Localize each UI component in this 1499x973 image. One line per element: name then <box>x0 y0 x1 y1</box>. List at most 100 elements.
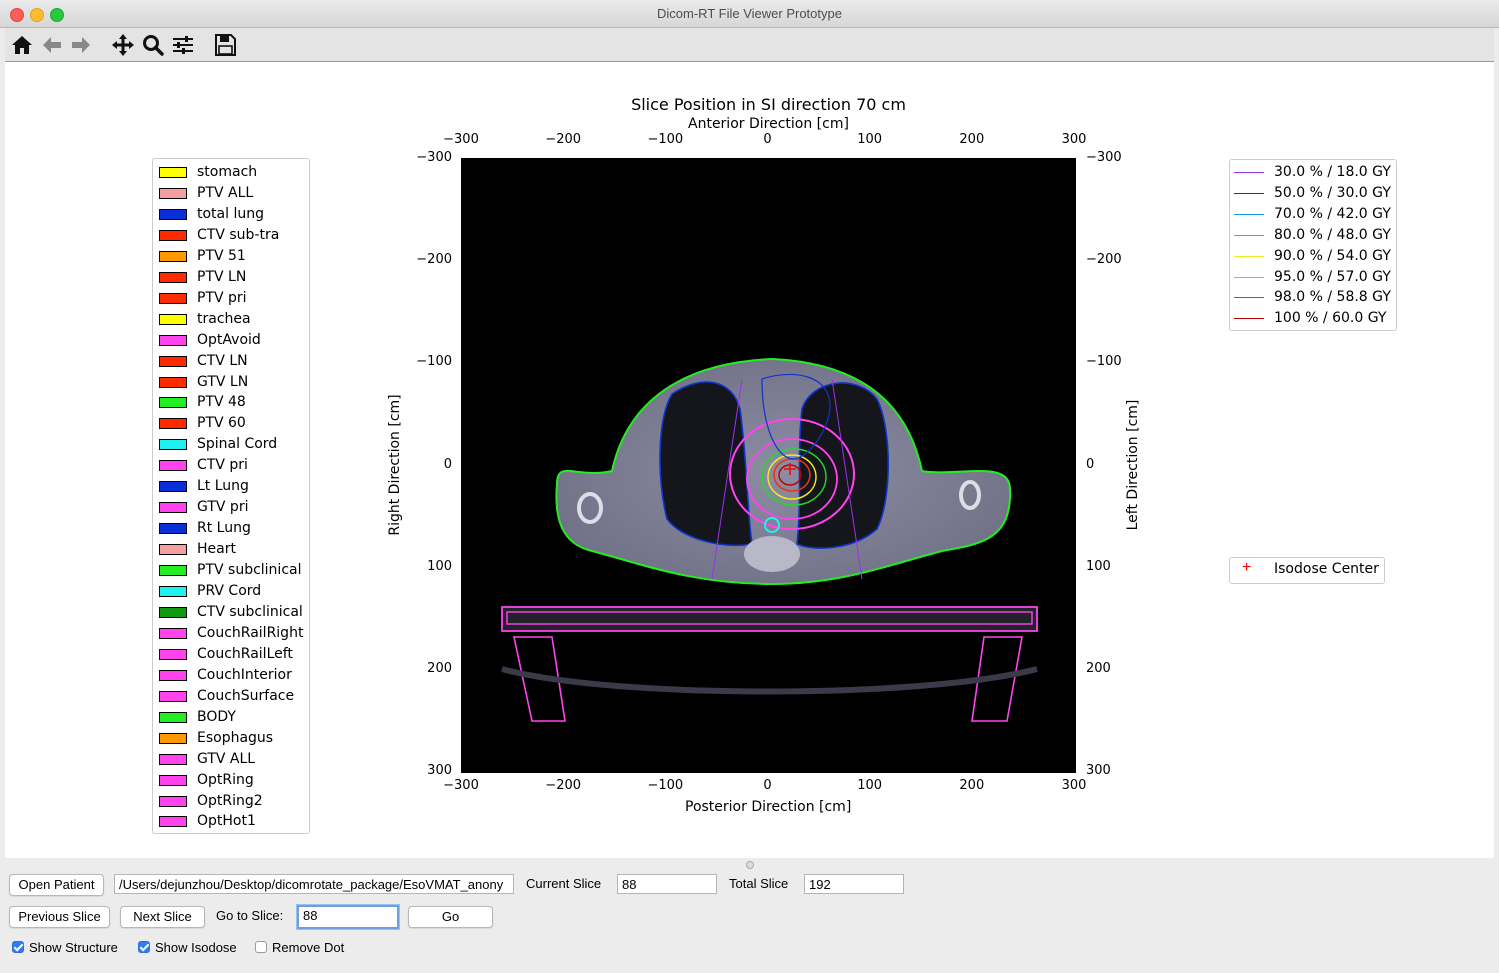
configure-subplots-icon[interactable] <box>171 34 195 56</box>
structure-color-swatch <box>159 606 187 618</box>
x-tick-label-top: −200 <box>545 132 582 147</box>
isodose-legend-label: 70.0 % / 42.0 GY <box>1274 205 1391 222</box>
close-window-button[interactable] <box>10 8 24 22</box>
plot-title: Slice Position in SI direction 70 cm <box>631 95 906 114</box>
total-slice-field[interactable]: 192 <box>804 874 904 894</box>
structure-legend-item: PRV Cord <box>153 582 309 603</box>
y-tick-label-right: −200 <box>1086 252 1122 268</box>
remove-dot-checkbox[interactable] <box>255 941 267 953</box>
y-tick-label-left: −200 <box>416 252 452 268</box>
remove-dot-label: Remove Dot <box>272 940 345 955</box>
structure-legend-item: GTV pri <box>153 498 309 519</box>
left-axis-label: Right Direction [cm] <box>387 394 403 536</box>
isodose-line-swatch <box>1234 297 1264 299</box>
forward-arrow-icon[interactable] <box>69 34 93 56</box>
x-tick-label-top: 300 <box>1061 132 1087 147</box>
structure-color-swatch <box>159 229 187 241</box>
x-tick-label-top: 0 <box>763 132 772 147</box>
pan-icon[interactable] <box>111 34 135 56</box>
structure-color-swatch <box>159 292 187 304</box>
y-tick-label-right: 300 <box>1086 763 1111 778</box>
x-tick-label-bottom: 0 <box>763 778 772 793</box>
y-tick-label-right: 0 <box>1086 456 1095 472</box>
y-tick-label-left: 0 <box>443 456 452 472</box>
current-slice-field[interactable]: 88 <box>617 874 717 894</box>
structure-legend-label: CTV subclinical <box>197 603 303 620</box>
ct-slice-plot[interactable] <box>461 158 1076 773</box>
structure-color-swatch <box>159 816 187 828</box>
isodose-legend-item: 95.0 % / 57.0 GY <box>1230 268 1396 289</box>
x-tick-label-bottom: 300 <box>1061 778 1087 793</box>
patient-path-field[interactable]: /Users/dejunzhou/Desktop/dicomrotate_pac… <box>114 874 514 894</box>
total-slice-label: Total Slice <box>729 876 789 891</box>
structure-color-swatch <box>159 690 187 702</box>
isodose-legend-item: 90.0 % / 54.0 GY <box>1230 247 1396 268</box>
structure-color-swatch <box>159 481 187 493</box>
structure-legend-item: trachea <box>153 310 309 331</box>
show-isodose-label: Show Isodose <box>155 940 237 955</box>
splitter-handle[interactable] <box>746 861 754 869</box>
structure-legend-item: PTV 51 <box>153 247 309 268</box>
bottom-axis-label: Posterior Direction [cm] <box>685 799 852 815</box>
structure-legend-label: CouchSurface <box>197 687 295 704</box>
ct-image <box>501 357 1038 722</box>
structure-color-swatch <box>159 376 187 388</box>
structure-legend-item: PTV pri <box>153 289 309 310</box>
open-patient-button[interactable]: Open Patient <box>9 874 104 896</box>
structure-color-swatch <box>159 711 187 723</box>
structure-color-swatch <box>159 460 187 472</box>
structure-legend-label: Heart <box>197 541 236 558</box>
structure-legend-item: OptRing2 <box>153 792 309 813</box>
y-tick-label-right: −300 <box>1086 150 1122 165</box>
isodose-center-marker: + <box>1242 559 1252 576</box>
isodose-line-swatch <box>1234 318 1264 320</box>
structure-color-swatch <box>159 187 187 199</box>
isodose-legend-item: 30.0 % / 18.0 GY <box>1230 163 1396 184</box>
y-tick-label-left: 200 <box>427 660 452 676</box>
structure-legend-label: OptRing <box>197 771 254 788</box>
structure-color-swatch <box>159 355 187 367</box>
show-structure-checkbox[interactable] <box>12 941 24 953</box>
structure-legend-item: PTV 48 <box>153 393 309 414</box>
structure-color-swatch <box>159 167 187 178</box>
structure-legend-item: PTV 60 <box>153 414 309 435</box>
isodose-legend-item: 98.0 % / 58.8 GY <box>1230 288 1396 309</box>
current-slice-label: Current Slice <box>526 876 602 891</box>
save-icon[interactable] <box>213 34 237 56</box>
right-axis-label: Left Direction [cm] <box>1125 399 1141 531</box>
structure-color-swatch <box>159 732 187 744</box>
y-tick-label-left: 300 <box>427 763 452 778</box>
figure-canvas[interactable]: Slice Position in SI direction 70 cm Ant… <box>5 62 1494 858</box>
isodose-legend-label: 95.0 % / 57.0 GY <box>1274 268 1391 285</box>
structure-legend-item: PTV subclinical <box>153 561 309 582</box>
home-icon[interactable] <box>10 34 34 56</box>
structure-legend-label: PTV 60 <box>197 415 246 432</box>
maximize-window-button[interactable] <box>50 8 64 22</box>
previous-slice-button[interactable]: Previous Slice <box>9 906 110 928</box>
structure-legend-item: CTV sub-tra <box>153 226 309 247</box>
next-slice-button[interactable]: Next Slice <box>120 906 205 928</box>
structure-legend-label: PTV 51 <box>197 247 246 264</box>
structure-legend-label: Rt Lung <box>197 520 251 537</box>
structure-legend-label: OptAvoid <box>197 331 261 348</box>
zoom-icon[interactable] <box>141 34 165 56</box>
isodose-line-swatch <box>1234 172 1264 173</box>
y-tick-label-right: 200 <box>1086 660 1111 676</box>
structure-color-swatch <box>159 439 187 451</box>
goto-slice-input[interactable]: 88 <box>297 905 399 929</box>
back-arrow-icon[interactable] <box>40 34 64 56</box>
minimize-window-button[interactable] <box>30 8 44 22</box>
structure-legend-item: Rt Lung <box>153 519 309 540</box>
structure-legend-label: Esophagus <box>197 729 274 746</box>
show-isodose-checkbox[interactable] <box>138 941 150 953</box>
show-structure-label: Show Structure <box>29 940 118 955</box>
structure-legend-item: PTV ALL <box>153 184 309 205</box>
go-button[interactable]: Go <box>408 906 493 928</box>
isodose-legend: 30.0 % / 18.0 GY 50.0 % / 30.0 GY 70.0 % /… <box>1229 159 1397 331</box>
isodose-center-legend: + Isodose Center <box>1229 557 1385 584</box>
y-tick-label-right: −100 <box>1086 354 1122 370</box>
structure-color-swatch <box>159 397 187 409</box>
y-tick-label-left: 100 <box>427 558 452 574</box>
structure-legend-label: CTV pri <box>197 457 248 474</box>
structure-legend-label: OptHot1 <box>197 813 256 830</box>
